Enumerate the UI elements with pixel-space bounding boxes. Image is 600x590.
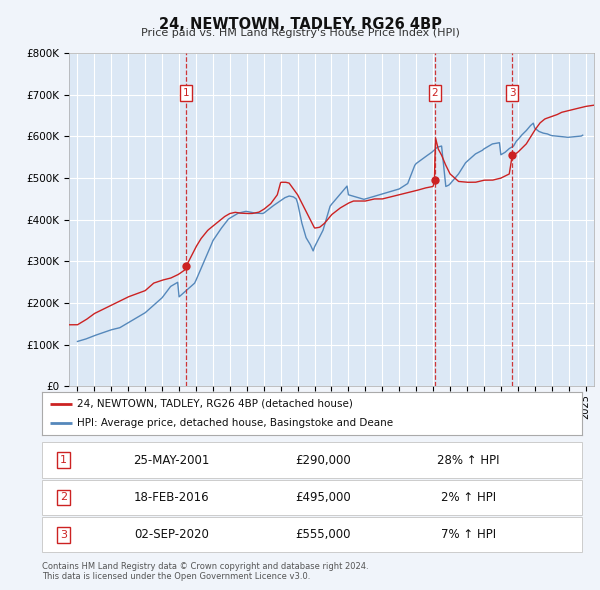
Text: HPI: Average price, detached house, Basingstoke and Deane: HPI: Average price, detached house, Basi… [77,418,393,428]
Text: Contains HM Land Registry data © Crown copyright and database right 2024.
This d: Contains HM Land Registry data © Crown c… [42,562,368,581]
Text: £555,000: £555,000 [295,528,350,541]
Text: 7% ↑ HPI: 7% ↑ HPI [441,528,496,541]
Text: 02-SEP-2020: 02-SEP-2020 [134,528,209,541]
Text: 18-FEB-2016: 18-FEB-2016 [134,491,209,504]
Text: 28% ↑ HPI: 28% ↑ HPI [437,454,500,467]
Text: 1: 1 [60,455,67,465]
FancyBboxPatch shape [42,442,582,477]
Text: £495,000: £495,000 [295,491,350,504]
Text: 2: 2 [60,493,67,503]
Text: Price paid vs. HM Land Registry's House Price Index (HPI): Price paid vs. HM Land Registry's House … [140,28,460,38]
Text: 1: 1 [182,88,189,98]
FancyBboxPatch shape [42,517,582,552]
Text: 2: 2 [431,88,438,98]
Text: 2% ↑ HPI: 2% ↑ HPI [441,491,496,504]
FancyBboxPatch shape [42,480,582,515]
Text: 25-MAY-2001: 25-MAY-2001 [133,454,210,467]
Text: 3: 3 [60,530,67,540]
Text: £290,000: £290,000 [295,454,350,467]
Text: 24, NEWTOWN, TADLEY, RG26 4BP: 24, NEWTOWN, TADLEY, RG26 4BP [158,17,442,31]
Text: 3: 3 [509,88,515,98]
Text: 24, NEWTOWN, TADLEY, RG26 4BP (detached house): 24, NEWTOWN, TADLEY, RG26 4BP (detached … [77,399,353,409]
